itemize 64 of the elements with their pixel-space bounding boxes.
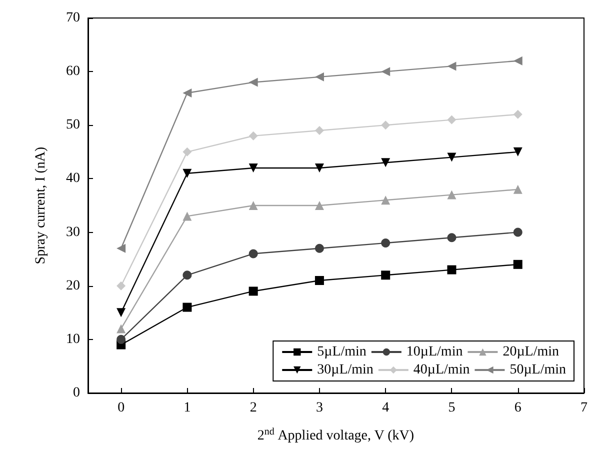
point bbox=[381, 158, 390, 168]
legend-label: 10µL/min bbox=[406, 344, 463, 360]
point bbox=[182, 88, 192, 98]
point bbox=[116, 334, 126, 344]
legend-label: 5µL/min bbox=[317, 344, 366, 360]
point bbox=[513, 260, 522, 269]
x-tick-label: 1 bbox=[184, 400, 191, 416]
legend-label: 50µL/min bbox=[510, 362, 566, 378]
point bbox=[447, 115, 456, 124]
y-tick-label: 20 bbox=[66, 278, 80, 294]
point bbox=[381, 196, 390, 205]
y-tick-label: 50 bbox=[66, 118, 80, 133]
point bbox=[248, 286, 258, 296]
point bbox=[447, 233, 456, 242]
point bbox=[116, 244, 126, 253]
point bbox=[116, 281, 126, 290]
point bbox=[182, 302, 192, 312]
point bbox=[381, 238, 390, 248]
x-tick-label: 2 bbox=[250, 400, 257, 416]
x-tick-label: 6 bbox=[514, 400, 522, 416]
point bbox=[513, 228, 522, 237]
point bbox=[248, 164, 258, 172]
point bbox=[182, 270, 192, 280]
y-tick-label: 70 bbox=[66, 10, 80, 26]
x-tick-label: 4 bbox=[382, 400, 390, 416]
y-tick-label: 0 bbox=[73, 386, 80, 400]
point bbox=[314, 276, 324, 285]
point bbox=[513, 147, 522, 156]
point bbox=[314, 164, 324, 172]
point bbox=[381, 120, 390, 130]
x-tick-label: 5 bbox=[448, 400, 456, 416]
point bbox=[381, 270, 390, 280]
x-tick-label: 0 bbox=[118, 400, 125, 416]
point bbox=[314, 72, 324, 82]
point bbox=[116, 324, 126, 334]
point bbox=[447, 190, 456, 200]
point bbox=[513, 56, 522, 66]
point bbox=[314, 201, 324, 210]
y-axis-title: Spray current, I (nA) bbox=[34, 146, 48, 264]
x-tick-label: 7 bbox=[580, 400, 588, 416]
point bbox=[248, 201, 258, 210]
x-tick-label: 3 bbox=[316, 400, 323, 416]
point bbox=[182, 147, 192, 156]
point bbox=[513, 110, 522, 119]
point bbox=[447, 265, 456, 274]
y-tick-label: 40 bbox=[66, 171, 80, 186]
point bbox=[248, 78, 258, 87]
point bbox=[116, 308, 126, 318]
legend-label: 20µL/min bbox=[502, 344, 560, 360]
y-tick-label: 10 bbox=[66, 332, 80, 347]
legend-label: 30µL/min bbox=[317, 362, 374, 378]
point bbox=[182, 168, 192, 178]
legend-label: 40µL/min bbox=[413, 362, 470, 378]
point bbox=[447, 152, 456, 162]
point bbox=[182, 212, 192, 221]
point bbox=[513, 184, 522, 194]
point bbox=[381, 67, 390, 76]
point bbox=[314, 244, 324, 253]
point bbox=[248, 131, 258, 140]
y-tick-label: 30 bbox=[66, 224, 80, 240]
point bbox=[314, 126, 324, 135]
y-tick-label: 60 bbox=[66, 64, 80, 80]
point bbox=[447, 62, 456, 71]
point bbox=[248, 249, 258, 258]
